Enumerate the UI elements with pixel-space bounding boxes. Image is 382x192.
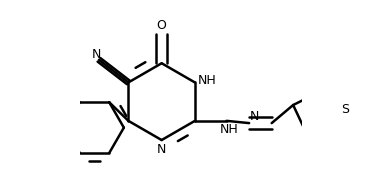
Text: N: N [250, 110, 259, 123]
Text: N: N [92, 48, 102, 61]
Text: NH: NH [219, 123, 238, 136]
Text: S: S [341, 103, 349, 116]
Text: NH: NH [198, 74, 217, 87]
Text: N: N [157, 143, 166, 156]
Text: O: O [157, 19, 167, 32]
